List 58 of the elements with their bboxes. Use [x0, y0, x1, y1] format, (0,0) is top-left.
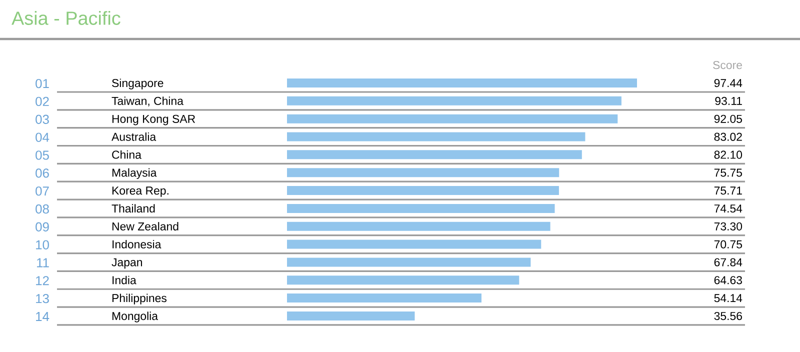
bar	[287, 240, 542, 249]
y-tick-label: Australia	[112, 132, 156, 141]
text: 04	[36, 132, 50, 142]
text: Asia - Pacific	[12, 11, 120, 25]
bar	[287, 258, 531, 267]
text: 06	[36, 168, 49, 178]
y-tick-label: Hong Kong SAR	[112, 114, 196, 126]
bar	[287, 78, 637, 88]
data-label: 35.56	[714, 312, 742, 320]
text: 09	[36, 222, 49, 232]
bar	[287, 132, 586, 142]
y-tick-label: New Zealand	[112, 222, 178, 230]
bar	[287, 114, 618, 124]
data-label: 97.44	[714, 78, 742, 88]
text: 13	[36, 294, 49, 304]
text: 10	[36, 240, 49, 250]
data-label: 73.30	[714, 222, 742, 230]
y-tick-label: Indonesia	[112, 240, 162, 248]
text: 14	[36, 312, 50, 321]
data-label: 54.14	[714, 294, 742, 302]
bar	[287, 311, 415, 320]
y-tick-label: Mongolia	[112, 312, 158, 322]
y-tick-label: Korea Rep.	[112, 186, 168, 197]
data-label: 92.05	[714, 114, 742, 123]
data-label: 82.10	[714, 150, 742, 159]
y-tick-label: Malaysia	[112, 168, 157, 179]
y-tick-label: Singapore	[112, 78, 164, 90]
y-tick-label: Philippines	[112, 294, 166, 304]
data-label: 93.11	[715, 96, 742, 106]
data-label: 74.54	[714, 204, 742, 213]
y-tick-label: Thailand	[112, 204, 155, 213]
text: 07	[36, 186, 49, 196]
text: 03	[36, 114, 49, 124]
bar	[287, 222, 550, 231]
bar	[287, 186, 559, 196]
y-tick-label: Taiwan, China	[112, 96, 184, 106]
text: 08	[36, 204, 49, 214]
data-label: 70.75	[714, 240, 742, 248]
bar	[287, 294, 482, 303]
bar	[287, 204, 555, 213]
text: 12	[36, 276, 49, 286]
y-tick-label: India	[112, 276, 136, 284]
y-tick-label: Japan	[112, 258, 142, 269]
bar	[287, 96, 622, 106]
bar	[287, 276, 520, 285]
text: 11	[37, 258, 49, 268]
data-label: 83.02	[714, 132, 742, 141]
data-label: 64.63	[714, 276, 742, 284]
bar	[287, 150, 582, 160]
data-label: 75.71	[714, 186, 742, 195]
bar	[287, 168, 560, 178]
text: 02	[36, 96, 49, 106]
data-label: 75.75	[714, 168, 742, 177]
y-tick-label: China	[112, 150, 142, 159]
text: Score	[713, 60, 742, 70]
text: 01	[36, 78, 49, 88]
data-label: 67.84	[714, 258, 742, 266]
text: 05	[36, 150, 49, 160]
